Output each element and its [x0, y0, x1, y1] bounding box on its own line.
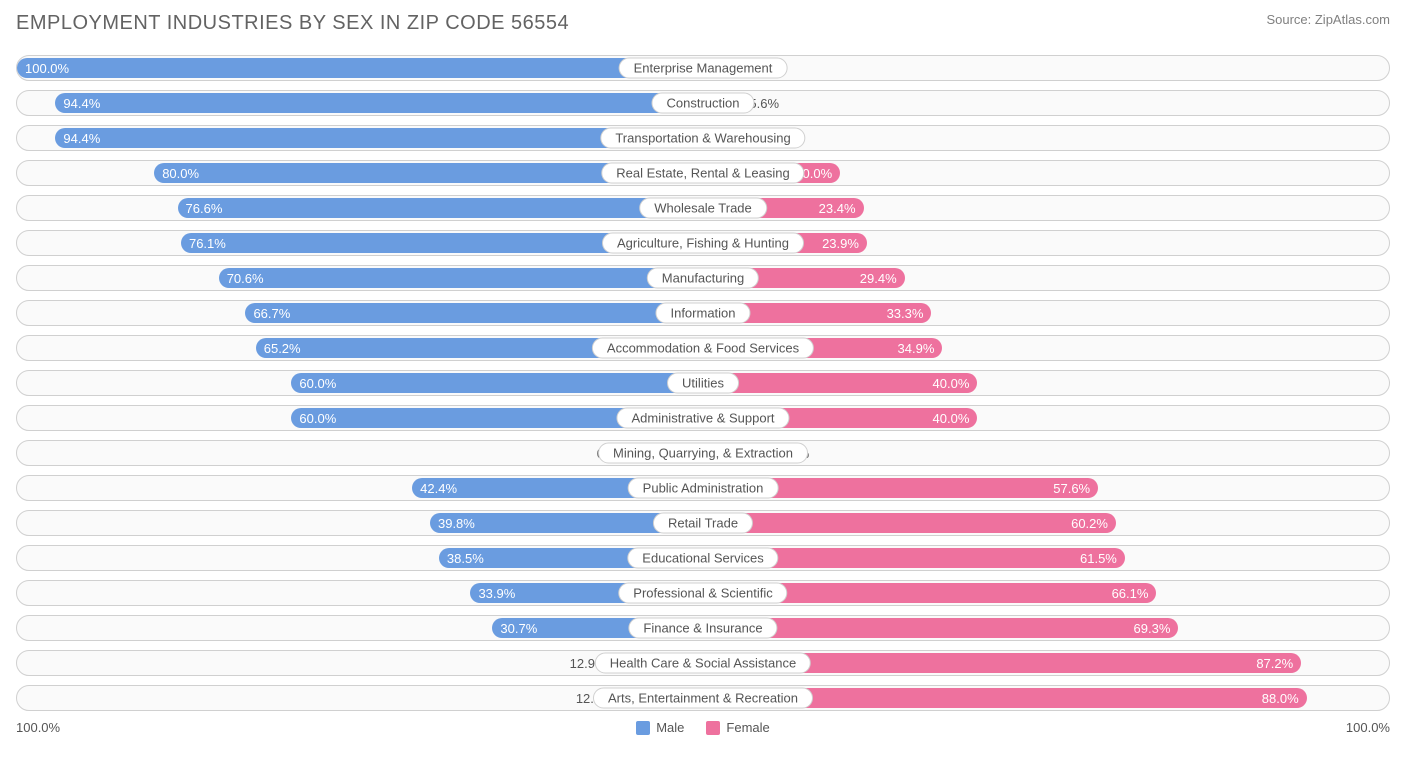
bar-row: 38.5% 61.5% Educational Services — [16, 545, 1390, 571]
category-label: Arts, Entertainment & Recreation — [593, 688, 813, 709]
legend-item-female: Female — [706, 720, 769, 735]
male-swatch-icon — [636, 721, 650, 735]
bar-row: 60.0% 40.0% Utilities — [16, 370, 1390, 396]
bar-row: 80.0%20.0%Real Estate, Rental & Leasing — [16, 160, 1390, 186]
male-pct-label: 94.4% — [63, 126, 100, 150]
male-pct-label: 60.0% — [299, 371, 336, 395]
legend-male-label: Male — [656, 720, 684, 735]
female-swatch-icon — [706, 721, 720, 735]
diverging-bar-chart: 100.0%0.0%Enterprise Management 94.4%5.6%… — [16, 55, 1390, 711]
female-pct-label: 69.3% — [1134, 616, 1171, 640]
female-pct-label: 88.0% — [1262, 686, 1299, 710]
male-bar — [17, 58, 703, 78]
male-pct-label: 70.6% — [227, 266, 264, 290]
chart-header: EMPLOYMENT INDUSTRIES BY SEX IN ZIP CODE… — [16, 12, 1390, 35]
bar-row: 76.6% 23.4% Wholesale Trade — [16, 195, 1390, 221]
bar-row: 0.0%0.0%Mining, Quarrying, & Extraction — [16, 440, 1390, 466]
category-label: Wholesale Trade — [639, 198, 767, 219]
legend-item-male: Male — [636, 720, 684, 735]
bar-row: 100.0%0.0%Enterprise Management — [16, 55, 1390, 81]
bar-row: 12.0%88.0%Arts, Entertainment & Recreati… — [16, 685, 1390, 711]
category-label: Real Estate, Rental & Leasing — [601, 163, 804, 184]
bar-row: 76.1% 23.9% Agriculture, Fishing & Hunting — [16, 230, 1390, 256]
category-label: Transportation & Warehousing — [600, 128, 805, 149]
female-bar — [703, 513, 1116, 533]
male-pct-label: 60.0% — [299, 406, 336, 430]
bar-row: 42.4% 57.6% Public Administration — [16, 475, 1390, 501]
bar-row: 39.8% 60.2% Retail Trade — [16, 510, 1390, 536]
bar-row: 66.7% 33.3% Information — [16, 300, 1390, 326]
category-label: Agriculture, Fishing & Hunting — [602, 233, 804, 254]
category-label: Retail Trade — [653, 513, 753, 534]
male-bar — [219, 268, 703, 288]
chart-title: EMPLOYMENT INDUSTRIES BY SEX IN ZIP CODE… — [16, 12, 569, 35]
category-label: Professional & Scientific — [618, 583, 787, 604]
male-bar — [291, 373, 703, 393]
male-pct-label: 66.7% — [253, 301, 290, 325]
chart-source: Source: ZipAtlas.com — [1266, 12, 1390, 27]
category-label: Accommodation & Food Services — [592, 338, 814, 359]
male-pct-label: 42.4% — [420, 476, 457, 500]
bar-row: 65.2% 34.9% Accommodation & Food Services — [16, 335, 1390, 361]
male-pct-label: 76.1% — [189, 231, 226, 255]
male-pct-label: 65.2% — [264, 336, 301, 360]
category-label: Enterprise Management — [619, 58, 788, 79]
category-label: Educational Services — [627, 548, 778, 569]
axis-right-label: 100.0% — [1346, 720, 1390, 735]
male-pct-label: 30.7% — [500, 616, 537, 640]
bar-row: 30.7% 69.3% Finance & Insurance — [16, 615, 1390, 641]
female-pct-label: 57.6% — [1053, 476, 1090, 500]
female-pct-label: 66.1% — [1112, 581, 1149, 605]
bar-row: 33.9% 66.1% Professional & Scientific — [16, 580, 1390, 606]
female-pct-label: 60.2% — [1071, 511, 1108, 535]
male-pct-label: 38.5% — [447, 546, 484, 570]
male-pct-label: 76.6% — [186, 196, 223, 220]
male-pct-label: 100.0% — [25, 56, 69, 80]
male-pct-label: 39.8% — [438, 511, 475, 535]
bar-row: 60.0% 40.0% Administrative & Support — [16, 405, 1390, 431]
category-label: Manufacturing — [647, 268, 759, 289]
bar-row: 94.4%5.6%Transportation & Warehousing — [16, 125, 1390, 151]
male-bar — [178, 198, 703, 218]
bar-row: 70.6% 29.4% Manufacturing — [16, 265, 1390, 291]
legend: Male Female — [636, 720, 770, 735]
female-pct-label: 29.4% — [860, 266, 897, 290]
category-label: Mining, Quarrying, & Extraction — [598, 443, 808, 464]
female-pct-label: 23.9% — [822, 231, 859, 255]
female-pct-label: 61.5% — [1080, 546, 1117, 570]
female-pct-label: 87.2% — [1256, 651, 1293, 675]
legend-female-label: Female — [726, 720, 769, 735]
category-label: Information — [655, 303, 750, 324]
category-label: Construction — [652, 93, 755, 114]
male-pct-label: 94.4% — [63, 91, 100, 115]
female-pct-label: 40.0% — [933, 406, 970, 430]
category-label: Utilities — [667, 373, 739, 394]
chart-footer: 100.0% Male Female 100.0% — [16, 720, 1390, 735]
male-pct-label: 33.9% — [478, 581, 515, 605]
female-pct-label: 34.9% — [898, 336, 935, 360]
female-pct-label: 40.0% — [933, 371, 970, 395]
category-label: Finance & Insurance — [628, 618, 777, 639]
male-bar — [55, 93, 703, 113]
category-label: Administrative & Support — [616, 408, 789, 429]
female-pct-label: 23.4% — [819, 196, 856, 220]
bar-row: 94.4%5.6%Construction — [16, 90, 1390, 116]
male-bar — [245, 303, 703, 323]
male-pct-label: 80.0% — [162, 161, 199, 185]
category-label: Health Care & Social Assistance — [595, 653, 811, 674]
category-label: Public Administration — [628, 478, 779, 499]
female-pct-label: 33.3% — [887, 301, 924, 325]
bar-row: 12.9%87.2%Health Care & Social Assistanc… — [16, 650, 1390, 676]
axis-left-label: 100.0% — [16, 720, 60, 735]
